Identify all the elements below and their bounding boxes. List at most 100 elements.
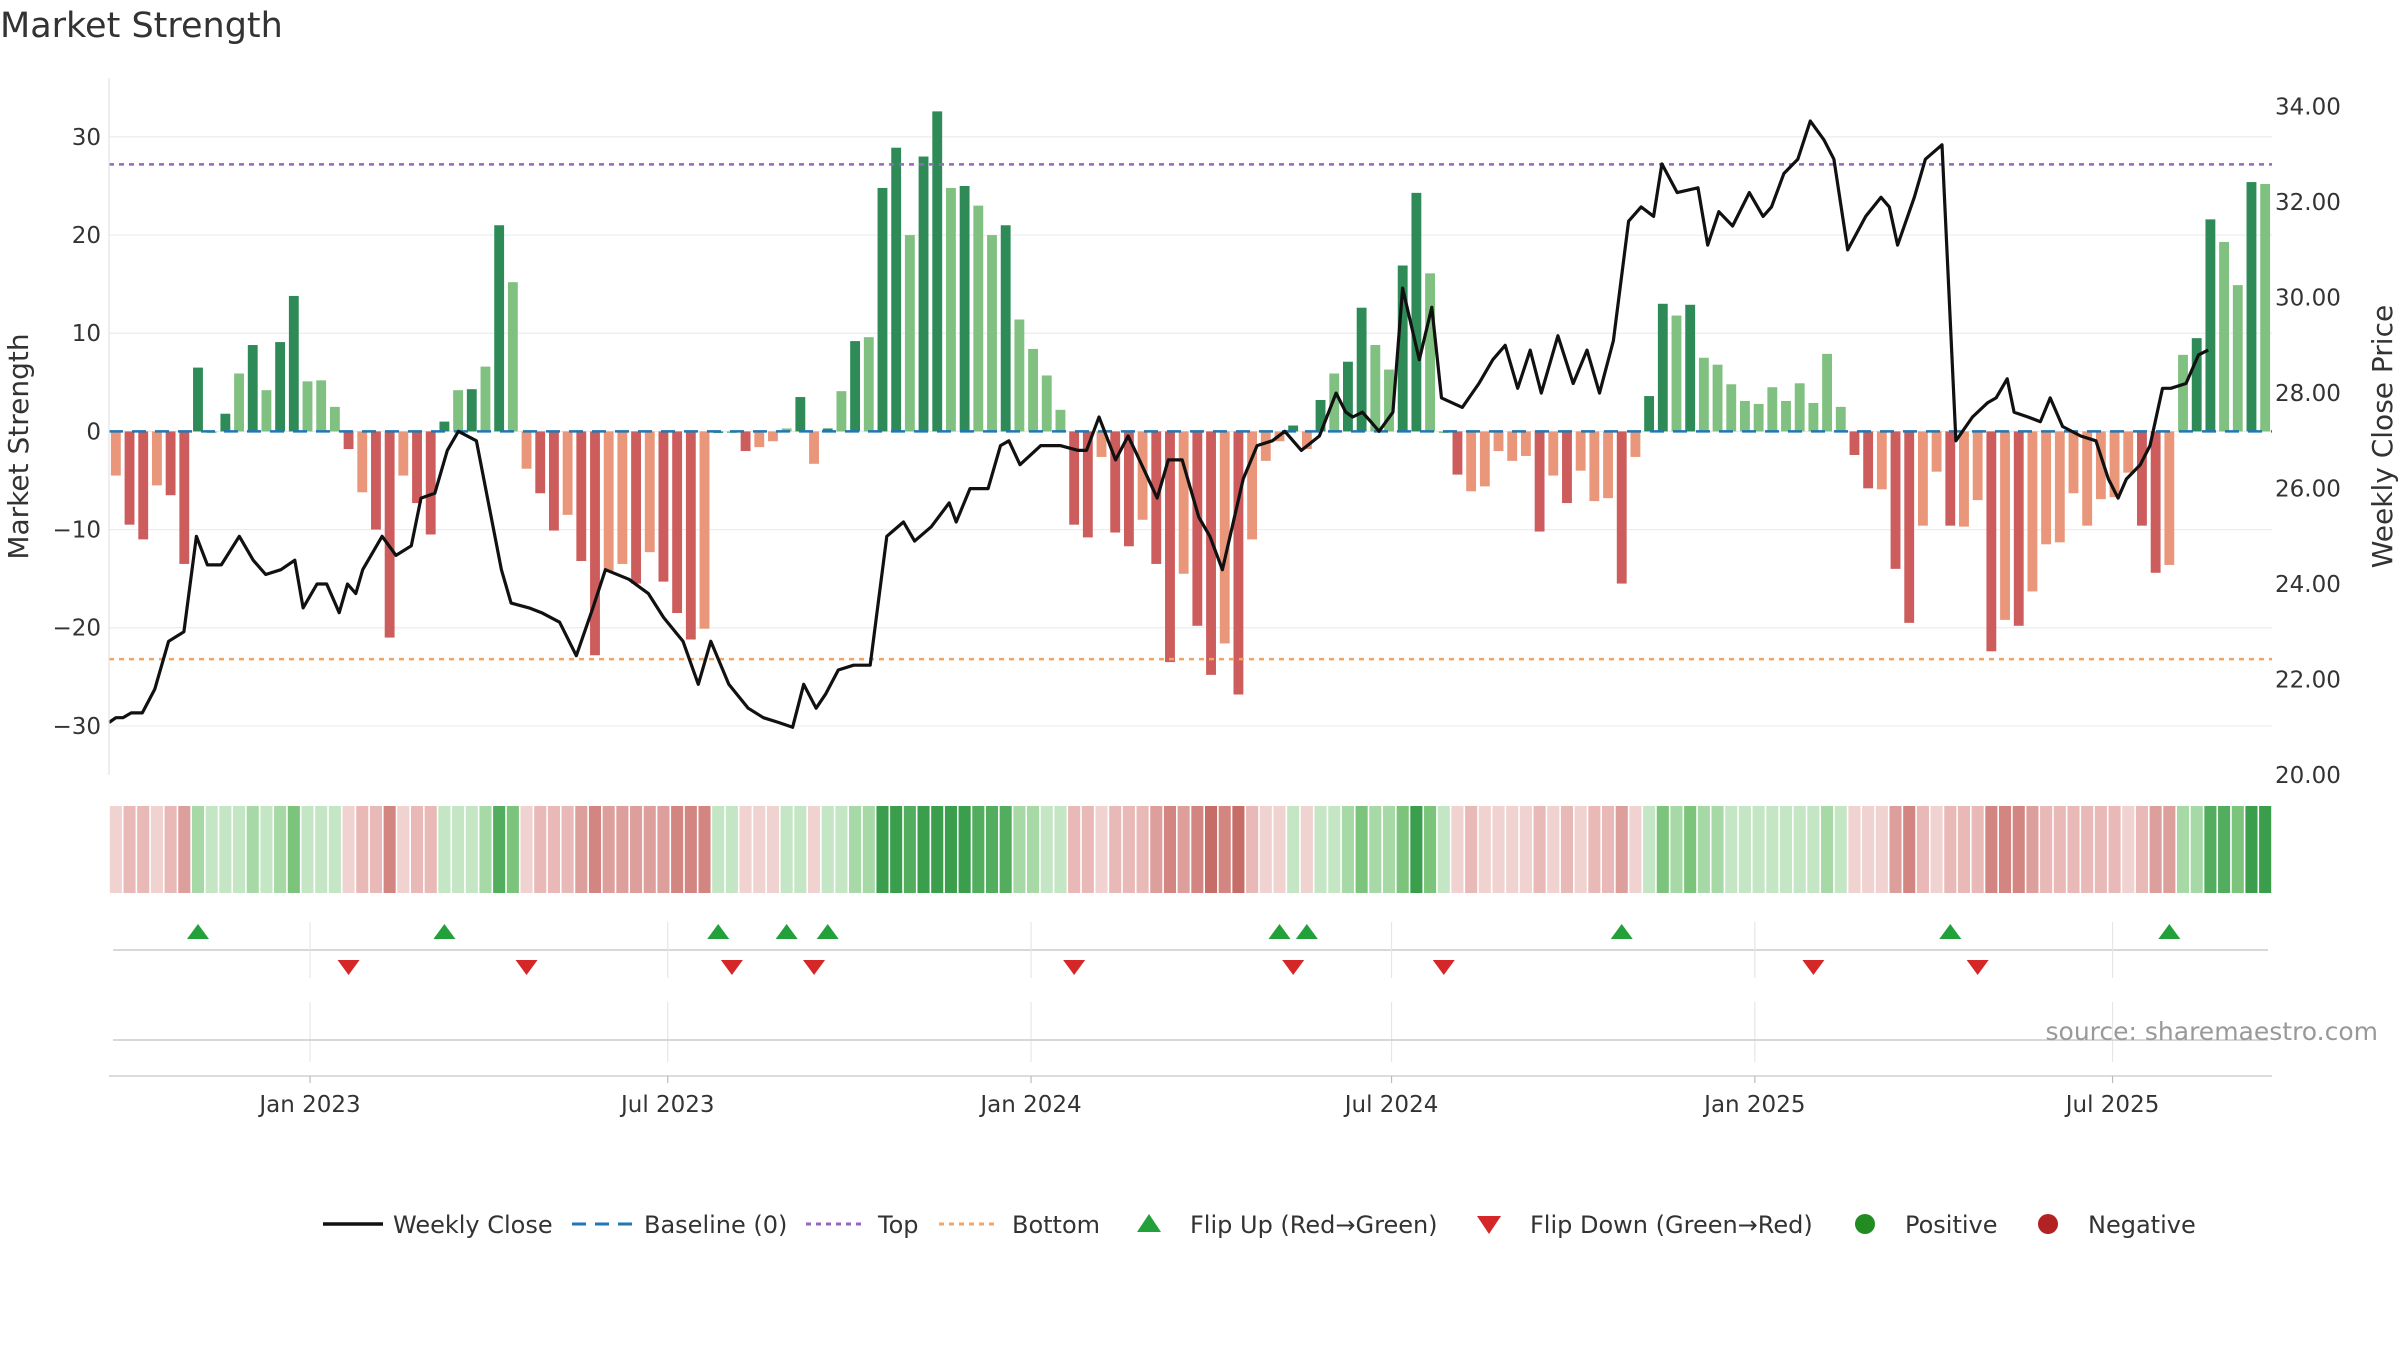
heat-cell	[794, 806, 807, 893]
strength-bar	[1370, 345, 1381, 432]
strength-bar	[1425, 273, 1436, 432]
heat-cell	[739, 806, 752, 893]
flip-up-marker	[1268, 924, 1291, 939]
heat-cell	[1451, 806, 1464, 893]
flip-down-marker	[720, 960, 743, 975]
strength-bar	[850, 341, 861, 432]
y-tick-left-label: 30	[72, 125, 101, 151]
heat-cell	[766, 806, 780, 893]
strength-bar	[2219, 241, 2230, 432]
strength-bar	[2164, 431, 2175, 565]
strength-bar	[2246, 182, 2257, 432]
strength-bar	[371, 431, 381, 530]
heat-cell	[1560, 806, 1574, 893]
strength-bar	[1698, 357, 1709, 432]
strength-bar	[302, 381, 313, 432]
y-tick-right-label: 34.00	[2275, 95, 2341, 121]
heat-cell	[931, 806, 944, 893]
strength-bar	[2150, 431, 2161, 573]
strength-bars	[110, 111, 2271, 695]
heat-cell	[1218, 806, 1231, 893]
heat-cell	[1862, 806, 1875, 893]
heat-cell	[712, 806, 725, 893]
strength-bar	[2123, 431, 2134, 473]
heat-cell	[1424, 806, 1437, 893]
strength-bar	[1110, 431, 1121, 533]
heat-cell	[1601, 806, 1615, 893]
y-tick-right-label: 30.00	[2275, 286, 2341, 312]
heat-cell	[1766, 806, 1779, 893]
legend-baseline: Baseline (0)	[572, 1211, 787, 1239]
heat-cell	[1027, 806, 1040, 893]
heat-cell	[684, 806, 697, 893]
heat-cell	[205, 806, 218, 893]
legend-flip-up: Flip Up (Red→Green)	[1137, 1211, 1438, 1239]
strength-bar	[1233, 431, 1244, 695]
strength-bar	[439, 421, 450, 432]
strength-bar	[398, 431, 409, 476]
strength-bar	[1657, 303, 1668, 432]
heat-cell	[2053, 806, 2066, 893]
heat-cell	[301, 806, 314, 893]
strength-bar	[1616, 431, 1627, 584]
strength-bar	[2191, 338, 2202, 432]
strength-bar	[1548, 431, 1559, 476]
y-tick-right-label: 22.00	[2275, 668, 2341, 694]
strength-bar	[151, 431, 162, 486]
x-tick-label: Jul 2025	[2064, 1092, 2160, 1118]
strength-bar	[1082, 431, 1093, 538]
strength-bar	[2109, 431, 2120, 498]
strength-bar	[973, 205, 984, 432]
heat-cell	[1574, 806, 1587, 893]
heat-cell	[2163, 806, 2176, 893]
strength-bar	[740, 431, 751, 452]
strength-bar	[795, 397, 806, 432]
strength-bar	[2082, 431, 2093, 526]
strength-bar	[234, 373, 244, 432]
strength-bar	[1466, 431, 1477, 492]
legend-label: Positive	[1905, 1211, 1998, 1239]
flip-up-marker	[1939, 924, 1962, 939]
strength-bar	[1123, 431, 1134, 547]
strength-bar	[2178, 354, 2188, 432]
chart-title: Market Strength	[0, 6, 283, 46]
strength-bar	[329, 406, 340, 432]
strength-bar	[548, 431, 559, 531]
y-tick-left-label: −20	[52, 616, 101, 642]
legend-label: Baseline (0)	[644, 1211, 787, 1239]
heat-cell	[1150, 806, 1163, 893]
strength-bar	[2260, 184, 2271, 432]
heat-cell	[2231, 806, 2244, 893]
strength-bar	[1493, 431, 1504, 452]
strength-bar	[1890, 431, 1901, 569]
strength-bar	[1945, 431, 1956, 526]
heat-cell	[2026, 806, 2039, 893]
heat-cell	[1328, 806, 1341, 893]
flip-down-marker	[515, 960, 538, 975]
strength-bar	[138, 431, 149, 540]
strength-bar	[603, 431, 614, 571]
strength-bar	[1329, 373, 1340, 432]
strength-bar	[1343, 361, 1353, 432]
heat-cell	[506, 806, 519, 893]
heat-cell	[1793, 806, 1806, 893]
strength-bar	[1301, 431, 1312, 450]
heat-cell	[1259, 806, 1272, 893]
legend-swatch-circle	[2038, 1214, 2058, 1234]
heat-cell	[369, 806, 382, 893]
heat-cell	[2135, 806, 2148, 893]
strength-bar	[288, 295, 299, 432]
heat-cell	[123, 806, 136, 893]
heat-cell	[287, 806, 300, 893]
heat-cell	[109, 806, 122, 893]
strength-bar	[699, 431, 710, 629]
strength-bar	[1986, 431, 1997, 652]
strength-bar	[466, 389, 477, 432]
strength-bar	[1562, 431, 1572, 504]
heat-cell	[1369, 806, 1382, 893]
strength-bar	[877, 187, 888, 432]
flip-markers	[113, 922, 2268, 978]
strength-bar	[124, 431, 135, 525]
legend: Weekly Close Baseline (0) Top Bottom Flip Up…	[323, 1211, 2196, 1239]
strength-bar	[822, 428, 833, 432]
